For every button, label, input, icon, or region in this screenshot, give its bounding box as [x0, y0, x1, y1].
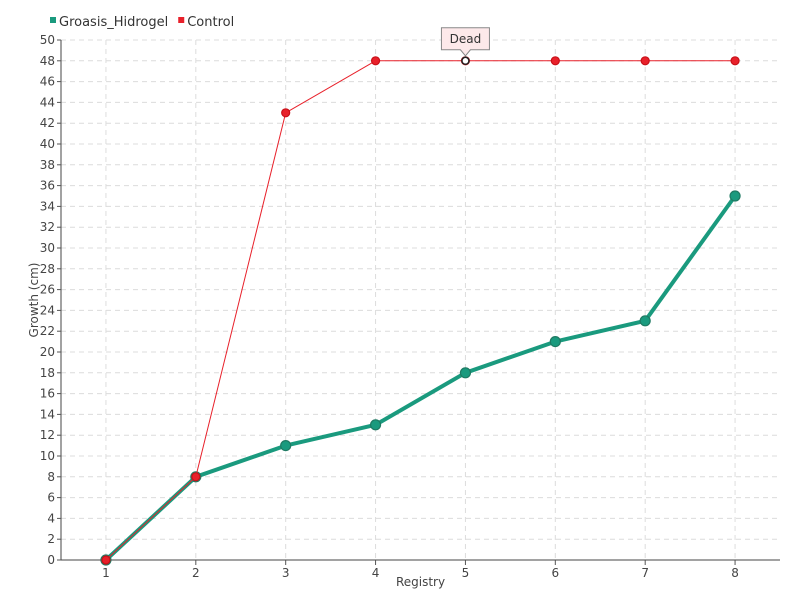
data-point-groasis-hidrogel[interactable] — [369, 419, 382, 431]
legend-item-groasis-hidrogel[interactable]: Groasis_Hidrogel — [50, 15, 168, 30]
y-tick-label: 6 — [47, 491, 55, 505]
axes — [60, 40, 780, 561]
x-tick-label: 8 — [731, 566, 739, 580]
y-tick-label: 14 — [40, 407, 55, 421]
y-tick-label: 16 — [40, 387, 55, 401]
y-tick-label: 20 — [40, 345, 55, 359]
y-tick-label: 24 — [40, 303, 55, 317]
series-groasis-hidrogel — [100, 190, 741, 566]
y-tick-label: 36 — [40, 179, 55, 193]
y-ticks: 0246810121416182022242628303234363840424… — [40, 33, 61, 567]
y-axis-title: Growth (cm) — [27, 263, 41, 338]
legend[interactable]: Groasis_Hidrogel Control — [50, 15, 234, 30]
legend-label: Groasis_Hidrogel — [59, 15, 168, 30]
y-tick-label: 4 — [47, 511, 55, 525]
x-ticks: 1 2 3 4 5 6 7 8 — [102, 560, 739, 580]
y-tick-label: 46 — [40, 75, 55, 89]
legend-label: Control — [187, 15, 234, 30]
legend-swatch — [178, 17, 185, 23]
data-point-control[interactable] — [370, 56, 381, 66]
y-tick-label: 8 — [47, 470, 55, 484]
y-tick-label: 30 — [40, 241, 55, 255]
y-tick-label: 12 — [40, 428, 55, 442]
x-tick-label: 7 — [641, 566, 649, 580]
y-tick-label: 40 — [40, 137, 55, 151]
y-tick-label: 48 — [40, 54, 55, 68]
y-tick-label: 38 — [40, 158, 55, 172]
data-point-control[interactable] — [550, 56, 560, 66]
series-line-control — [105, 60, 736, 561]
data-point-groasis-hidrogel[interactable] — [459, 367, 472, 379]
y-tick-label: 34 — [40, 199, 55, 213]
legend-item-control[interactable]: Control — [178, 15, 234, 30]
y-tick-label: 28 — [40, 262, 55, 276]
x-axis-title: Registry — [396, 575, 445, 589]
tooltip-box — [440, 27, 490, 57]
x-tick-label: 6 — [551, 566, 559, 580]
data-point-control[interactable] — [101, 555, 111, 565]
y-tick-label: 50 — [40, 33, 55, 47]
x-tick-label: 5 — [462, 566, 470, 580]
y-tick-label: 18 — [40, 366, 55, 380]
annotations: Dead — [440, 27, 490, 66]
data-point-control[interactable] — [281, 108, 291, 118]
data-point-groasis-hidrogel[interactable] — [549, 336, 561, 348]
series-layer — [100, 56, 741, 566]
y-tick-label: 26 — [40, 283, 55, 297]
data-point-groasis-hidrogel[interactable] — [729, 190, 741, 202]
y-tick-label: 22 — [40, 324, 55, 338]
data-point-control[interactable] — [640, 56, 650, 66]
y-tick-label: 2 — [47, 532, 55, 546]
data-point-control[interactable] — [191, 472, 201, 482]
tooltip-text: Dead — [450, 32, 482, 46]
y-tick-label: 0 — [47, 553, 55, 567]
grid — [61, 39, 780, 560]
x-tick-label: 3 — [282, 566, 290, 580]
data-point-groasis-hidrogel[interactable] — [639, 315, 651, 327]
legend-swatch — [50, 17, 56, 23]
x-tick-label: 4 — [372, 566, 380, 580]
x-tick-label: 1 — [102, 566, 110, 580]
series-control — [101, 56, 740, 565]
x-tick-label: 2 — [192, 566, 200, 580]
y-tick-label: 44 — [40, 95, 55, 109]
annotation-tooltip: Dead — [440, 27, 490, 66]
y-tick-label: 32 — [40, 220, 55, 234]
y-tick-label: 42 — [40, 116, 55, 130]
data-point-control[interactable] — [730, 56, 740, 66]
highlighted-point[interactable] — [461, 56, 470, 66]
series-line-groasis-hidrogel — [104, 194, 737, 562]
data-point-groasis-hidrogel[interactable] — [280, 440, 292, 452]
y-tick-label: 10 — [40, 449, 55, 463]
